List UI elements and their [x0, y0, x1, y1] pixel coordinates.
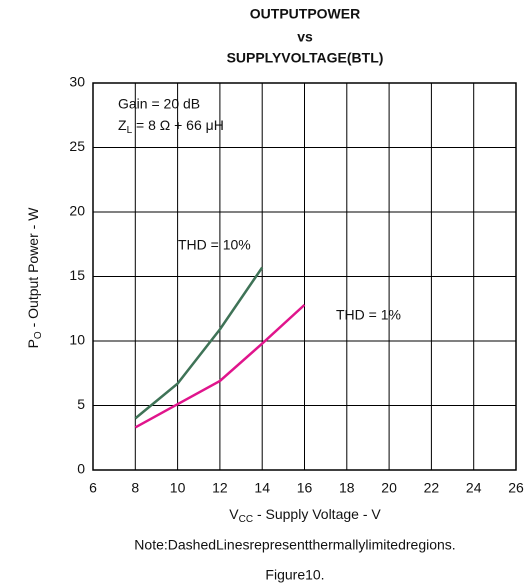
y-tick-label: 10: [69, 332, 85, 348]
x-tick-label: 16: [297, 480, 313, 496]
annotation: Gain = 20 dB: [118, 96, 200, 112]
y-tick-label: 25: [69, 138, 85, 154]
x-tick-label: 24: [466, 480, 482, 496]
x-tick-label: 14: [254, 480, 270, 496]
data-line: [134, 303, 306, 429]
x-axis-label: VCC - Supply Voltage - V: [229, 506, 381, 525]
y-tick-label: 0: [77, 461, 85, 477]
series-label: THD = 10%: [178, 237, 251, 253]
x-tick-label: 8: [131, 480, 139, 496]
x-tick-label: 22: [424, 480, 440, 496]
x-tick-label: 6: [89, 480, 97, 496]
chart-title: OUTPUTPOWER: [250, 6, 360, 22]
y-tick-label: 20: [69, 203, 85, 219]
chart-title: vs: [297, 29, 313, 45]
series-label: THD = 1%: [336, 307, 401, 323]
figure-caption: Figure10.: [265, 567, 324, 583]
y-tick-label: 30: [69, 74, 85, 90]
x-tick-label: 10: [170, 480, 186, 496]
plot-frame: [92, 82, 517, 471]
x-tick-label: 18: [339, 480, 355, 496]
data-line: [134, 266, 264, 420]
annotation: ZL = 8 Ω + 66 μH: [118, 117, 224, 136]
y-tick-label: 5: [77, 396, 85, 412]
note: Note:DashedLinesrepresentthermallylimite…: [134, 537, 455, 553]
y-axis-label: PO - Output Power - W: [25, 207, 44, 349]
x-tick-label: 12: [212, 480, 228, 496]
chart-title: SUPPLYVOLTAGE(BTL): [227, 50, 384, 66]
x-tick-label: 26: [508, 480, 524, 496]
x-tick-label: 20: [381, 480, 397, 496]
y-tick-label: 15: [69, 267, 85, 283]
